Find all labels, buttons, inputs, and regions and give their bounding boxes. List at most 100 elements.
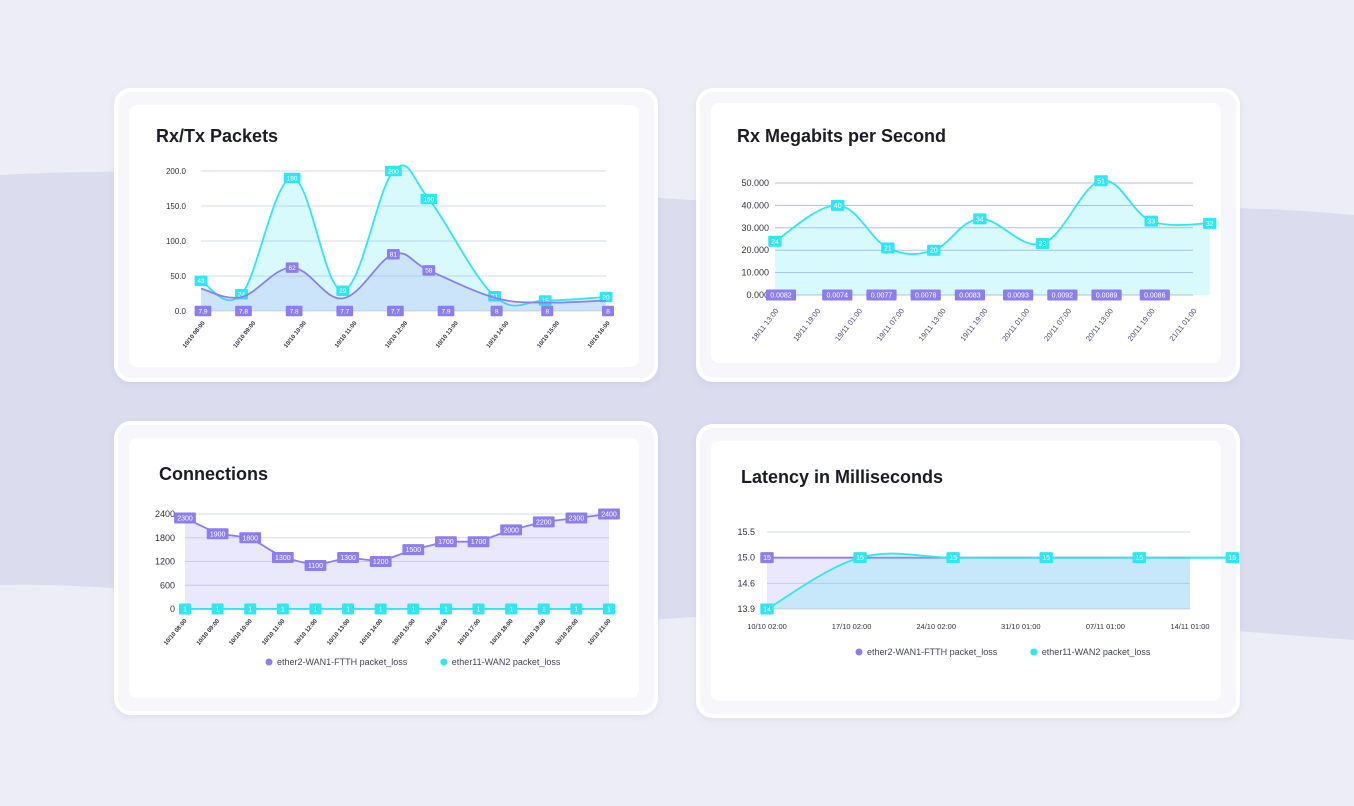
data-label: 24 [238,292,246,299]
x-tick-label: 19/11 01:00 [833,307,864,343]
data-label-bg [1225,552,1239,564]
x-tick-label: 17/10 02:00 [832,622,872,631]
y-tick-label: 50.0 [170,272,186,281]
x-tick-label: 10/10 12:00 [294,618,320,647]
x-tick-label: 18/11 13:00 [749,307,780,343]
baseline-label-bg [285,305,303,317]
series-area [201,165,606,311]
baseline-label: 8 [606,308,610,315]
x-tick-label: 10/10 18:00 [490,618,516,647]
data-label-bg [768,235,782,247]
x-tick-label: 10/10 15:00 [392,618,418,647]
baseline-label: 0.0078 [915,293,937,300]
data-label: 1900 [210,531,226,538]
data-label: 1800 [242,535,258,542]
baseline-label: 7.7 [391,308,400,315]
x-tick-label: 20/11 07:00 [1042,307,1073,343]
data-label: 1 [542,606,546,613]
data-label: 15 [1228,555,1236,562]
series-line [200,164,607,307]
data-label-bg [194,275,208,287]
data-label: 24 [771,239,779,246]
series-line [766,552,1233,610]
data-label-bg [342,603,355,615]
baseline-label: 0.0074 [827,293,849,300]
y-tick-label: 15.5 [737,527,755,537]
legend-marker [265,658,273,666]
data-label: 15 [1042,555,1050,562]
x-tick-label: 24/10 02:00 [916,622,956,631]
baseline-label-bg [1047,289,1078,301]
data-label-bg [179,603,191,615]
baseline-label-bg [954,289,986,301]
x-tick-label: 10/10 14:00 [486,320,511,349]
series-area [201,253,606,311]
data-label-bg [467,536,490,548]
baseline-label: 8 [495,308,499,315]
y-tick-label: 200.0 [166,167,187,176]
data-label-bg [304,559,327,571]
x-tick-label: 07/11 01:00 [1086,622,1125,631]
data-label: 190 [287,175,298,182]
data-label: 34 [976,216,984,223]
data-label-bg [402,544,425,556]
data-label: 32 [1206,221,1214,228]
data-label: 1 [281,606,285,613]
data-label: 40 [834,203,842,210]
data-label: 160 [423,196,434,203]
y-tick-label: 40.000 [741,200,769,210]
chart-title: Connections [159,464,269,484]
x-tick-label: 20/11 13:00 [1084,307,1115,343]
y-tick-label: 30.000 [741,223,769,233]
legend-label: ether11-WAN2 packet_loss [1042,647,1151,657]
legend-label: ether2-WAN1-FTTH packet_loss [867,647,998,657]
data-label: 1300 [340,555,356,562]
data-label: 14 [763,607,771,614]
baseline-label: 7.9 [198,308,207,315]
legend-label: ether2-WAN1-FTTH packet_loss [277,657,408,667]
x-tick-label: 19/11 13:00 [917,307,948,343]
data-label-bg [946,552,960,564]
data-label-bg [271,552,294,564]
data-label-bg [603,603,615,615]
x-tick-label: 10/10 19:00 [522,618,548,647]
y-tick-label: 100.0 [166,237,187,246]
baseline-label: 0.0093 [1007,293,1029,300]
data-label: 1 [444,606,448,613]
data-label-bg [211,603,224,615]
data-label-bg [283,172,301,184]
x-tick-label: 10/10 14:00 [359,618,385,647]
data-label: 1500 [406,547,422,554]
y-tick-label: 1200 [155,557,175,567]
data-label: 1200 [373,559,389,566]
data-label-bg [309,603,322,615]
baseline-label-bg [235,305,252,317]
baseline-label: 0.0077 [871,293,893,300]
x-tick-label: 19/11 07:00 [875,307,906,343]
baseline-label-bg [822,289,853,301]
y-tick-label: 15.0 [737,553,755,563]
data-label-bg [1039,552,1053,564]
baseline-label-bg [194,305,212,317]
baseline-label-bg [437,305,455,317]
data-label-bg [927,244,941,256]
data-label-bg [472,603,485,615]
data-label-bg [386,249,400,260]
data-label: 2300 [177,515,193,522]
data-label-bg [1035,237,1050,249]
chart-title: Latency in Milliseconds [741,467,944,487]
data-label-bg [420,193,438,205]
x-tick-label: 10/10 11:00 [334,320,359,349]
x-tick-label: 10/10 20:00 [555,618,581,647]
data-label-bg [337,552,359,564]
baseline-label: 7.7 [340,308,349,315]
series-area [775,180,1210,295]
x-tick-label: 10/10 10:00 [229,618,255,647]
data-label: 1 [607,606,611,613]
data-label: 1 [477,606,481,613]
y-tick-label: 2400 [155,509,175,519]
data-label-bg [598,508,620,520]
baseline-label-bg [1003,289,1034,301]
data-label-bg [1094,175,1108,187]
data-label-bg [565,512,588,524]
